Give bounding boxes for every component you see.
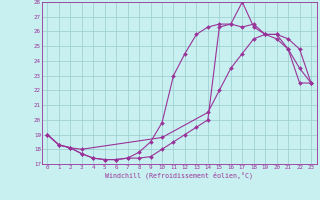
X-axis label: Windchill (Refroidissement éolien,°C): Windchill (Refroidissement éolien,°C) <box>105 171 253 179</box>
